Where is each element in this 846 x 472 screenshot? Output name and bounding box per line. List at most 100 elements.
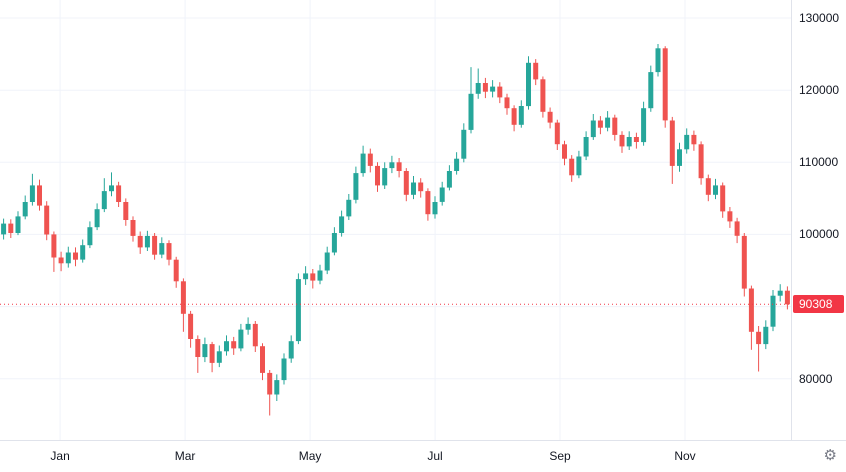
candle-body [1,223,7,235]
candle-body [252,323,258,347]
candle-body [482,83,488,92]
candle-body [497,86,503,98]
candle-body [533,62,539,80]
candle-body [677,149,682,166]
candle-body [51,234,57,258]
candle-body [684,134,690,150]
price-chart[interactable] [0,0,791,440]
candle-body [144,235,150,248]
candle-body [295,279,301,342]
price-axis-label: 110000 [799,155,839,170]
candle-body [37,185,42,206]
candle-body [123,202,129,220]
time-axis-label: Nov [674,449,696,463]
candle-body [188,313,194,339]
price-axis[interactable]: 90308 80000 100000 110000 120000 130000 [791,0,846,440]
candle-body [94,209,100,228]
candle-body [648,72,654,109]
candle-body [382,168,388,186]
price-axis-label: 130000 [799,11,840,26]
candle-body [137,235,143,248]
candle-body [698,144,704,179]
candle-body [331,233,337,253]
candle-body [166,243,172,260]
time-axis-label: May [298,449,322,463]
candle-body [626,137,632,147]
candle-body [569,158,575,176]
candle-body [87,227,93,246]
last-price-badge: 90308 [793,295,844,314]
candle-body [303,273,309,280]
candle-body [490,86,496,92]
candle-body [288,341,294,359]
settings-icon[interactable]: ⚙ [823,447,837,464]
candle-body [360,153,366,174]
candle-body [655,48,661,73]
candle-body [267,372,273,395]
time-axis-label: Sep [549,449,571,463]
candle-body [216,351,222,363]
price-axis-label: 100000 [799,227,840,242]
candle-body [116,185,122,202]
candle-body [260,346,265,373]
candle-body [159,243,165,255]
candle-body [432,202,438,215]
candle-body [691,134,697,145]
candle-body [8,223,14,233]
candle-body [353,173,359,200]
candle-body [130,220,136,236]
time-axis-label: Jan [50,449,70,463]
candle-body [339,216,345,233]
candle-body [439,187,445,202]
candle-body [562,144,567,159]
candle-body [346,199,352,217]
candle-body [446,171,452,188]
candle-body [202,344,208,358]
candle-body [238,329,244,349]
candle-body [576,156,582,176]
candle-body [554,122,560,145]
candle-body [418,182,424,192]
candle-body [152,235,158,255]
time-axis[interactable]: ⚙ Jan Mar May Jul Sep Nov [0,440,846,472]
candlestick-canvas[interactable] [0,0,791,440]
price-axis-label: 120000 [799,83,840,98]
candle-body [389,162,395,169]
candle-body [195,339,201,357]
candle-body [65,252,71,264]
candle-body [748,288,754,332]
candle-body [274,380,280,395]
candle-body [29,185,35,202]
candle-body [80,245,86,260]
candle-body [403,171,409,195]
candle-body [461,129,467,159]
candle-body [763,326,769,345]
candle-body [597,120,603,128]
candle-body [705,178,711,195]
candle-body [669,120,675,166]
candle-body [475,83,481,94]
candle-body [231,341,237,349]
candle-body [15,216,21,233]
candle-body [720,185,726,212]
candle-body [245,323,251,330]
candle-body [741,235,747,289]
candle-body [641,108,647,143]
candle-body [540,79,546,112]
candle-body [310,273,316,281]
candle-body [109,185,114,192]
candle-body [101,191,107,210]
candle-body [612,117,618,135]
candle-body [504,97,510,109]
candle-body [44,205,50,235]
candle-body [619,134,625,147]
candle-body [518,106,524,125]
candle-body [713,185,718,195]
candle-body [784,290,790,305]
time-axis-label: Jul [427,449,443,463]
candle-body [281,358,287,381]
candle-body [770,295,776,327]
candle-body [396,162,402,171]
candle-body [22,202,28,217]
